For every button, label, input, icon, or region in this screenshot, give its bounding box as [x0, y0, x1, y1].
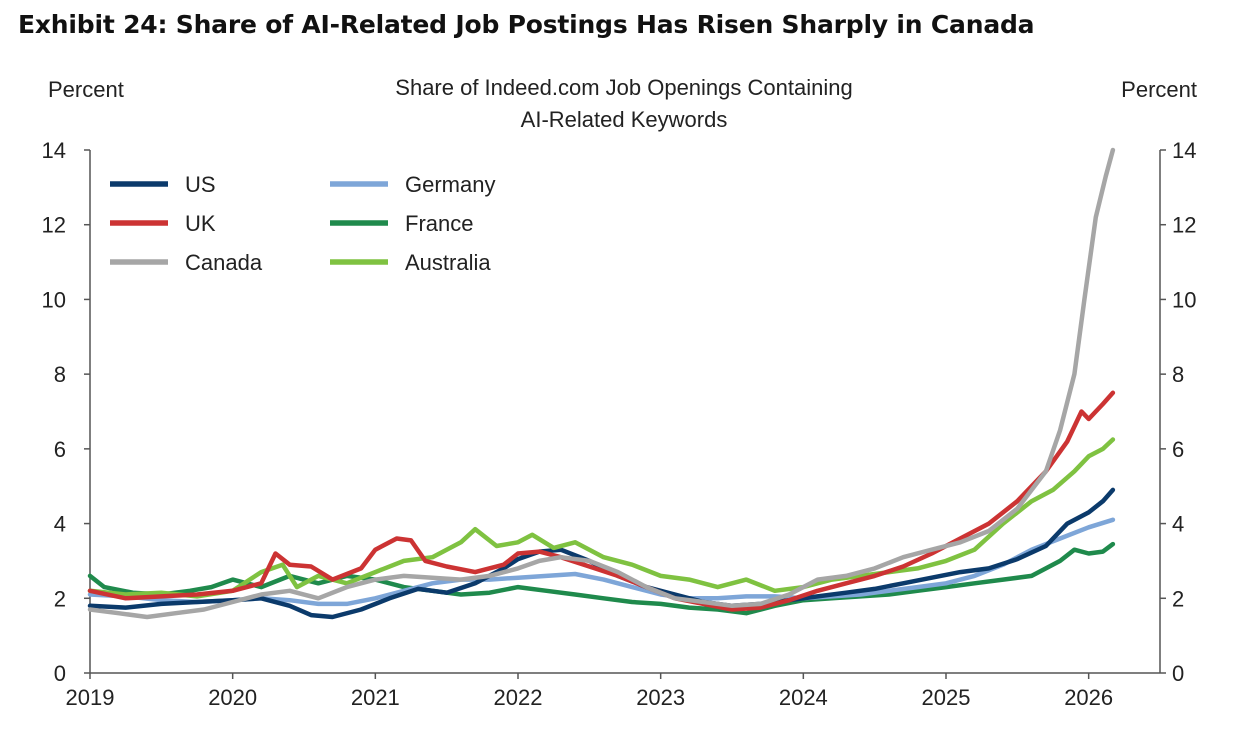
legend-label-australia: Australia [405, 250, 491, 275]
x-tick-label: 2019 [66, 685, 115, 710]
left-y-axis-label: Percent [48, 77, 124, 102]
chart-title-line-1: Share of Indeed.com Job Openings Contain… [395, 75, 852, 100]
series-line-germany [87, 517, 1116, 607]
chart-title-line-2: AI-Related Keywords [521, 107, 728, 132]
left-y-tick-label: 4 [54, 512, 66, 537]
legend-label-uk: UK [185, 211, 216, 236]
right-y-tick-label: 14 [1172, 138, 1196, 163]
left-y-tick-label: 0 [54, 661, 66, 686]
x-tick-label: 2023 [636, 685, 685, 710]
exhibit-title: Exhibit 24: Share of AI-Related Job Post… [18, 10, 1035, 39]
legend-label-france: France [405, 211, 473, 236]
right-y-tick-label: 2 [1172, 586, 1184, 611]
left-y-tick-label: 2 [54, 586, 66, 611]
x-tick-label: 2020 [208, 685, 257, 710]
right-y-tick-label: 6 [1172, 437, 1184, 462]
x-tick-label: 2024 [779, 685, 828, 710]
x-tick-label: 2021 [351, 685, 400, 710]
left-y-tick-label: 6 [54, 437, 66, 462]
legend-label-canada: Canada [185, 250, 263, 275]
legend: US UK Canada Germany France Australia [110, 172, 495, 275]
right-y-tick-label: 4 [1172, 512, 1184, 537]
right-y-tick-label: 12 [1172, 213, 1196, 238]
x-tick-label: 2025 [922, 685, 971, 710]
right-y-tick-label: 10 [1172, 287, 1196, 312]
legend-label-germany: Germany [405, 172, 495, 197]
left-y-tick-label: 10 [42, 287, 66, 312]
left-y-tick-label: 12 [42, 213, 66, 238]
left-y-tick-label: 8 [54, 362, 66, 387]
left-y-tick-label: 14 [42, 138, 66, 163]
right-y-tick-label: 0 [1172, 661, 1184, 686]
legend-label-us: US [185, 172, 216, 197]
series-line-uk [87, 390, 1116, 612]
right-y-axis-label: Percent [1121, 77, 1197, 102]
x-tick-label: 2022 [494, 685, 543, 710]
series-lines [87, 147, 1116, 620]
series-line-canada [87, 147, 1116, 620]
series-line-australia [87, 437, 1116, 599]
axes: 0 0 2 2 4 4 6 6 8 8 10 10 12 12 14 14 2019 2020 2021 2022 20… [42, 138, 1197, 710]
x-tick-label: 2026 [1064, 685, 1113, 710]
right-y-tick-label: 8 [1172, 362, 1184, 387]
